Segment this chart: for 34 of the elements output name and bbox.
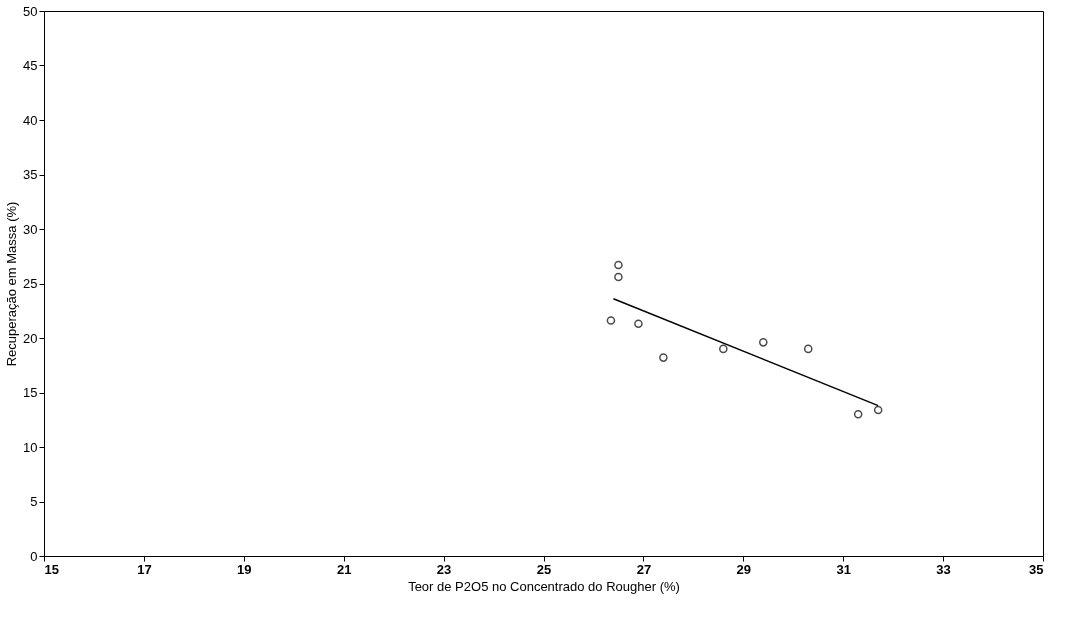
y-tick-label: 50	[23, 3, 38, 19]
point	[614, 260, 623, 270]
y-tick-label: 5	[30, 494, 38, 509]
y-tick-label: 15	[23, 385, 38, 400]
x-tick-label: 31	[836, 561, 851, 577]
point	[719, 344, 728, 354]
y-tick-label: 35	[23, 167, 38, 182]
y-tick-label: 0	[30, 548, 38, 564]
x-tick-label: 19	[237, 561, 252, 577]
y-tick-label: 25	[23, 276, 38, 291]
x-tick-label: 15	[44, 561, 59, 577]
x-tick-label: 23	[436, 561, 452, 577]
y-tick-label: 20	[23, 330, 38, 346]
x-tick-label: 17	[137, 561, 152, 577]
x-axis-title: Teor de P2O5 no Concentrado do Rougher (%)	[408, 578, 680, 594]
x-tick-label: 33	[936, 561, 951, 577]
y-tick-label: 45	[23, 58, 38, 73]
x-tick-label: 29	[736, 561, 752, 577]
x-tick-label: 27	[636, 561, 652, 577]
point	[803, 344, 813, 354]
y-tick-label: 40	[23, 112, 38, 128]
y-tick-label: 10	[23, 439, 38, 455]
point	[606, 316, 616, 325]
point	[873, 405, 883, 415]
y-axis-title: Recuperação em Massa (%)	[4, 201, 20, 367]
point	[634, 319, 643, 329]
point	[659, 353, 668, 362]
x-tick-label: 35	[1029, 561, 1044, 577]
point	[614, 272, 623, 282]
x-tick-label: 21	[336, 561, 352, 577]
point	[853, 410, 863, 419]
x-tick-label: 25	[536, 561, 552, 577]
y-tick-label: 30	[23, 221, 38, 237]
point	[758, 338, 768, 347]
